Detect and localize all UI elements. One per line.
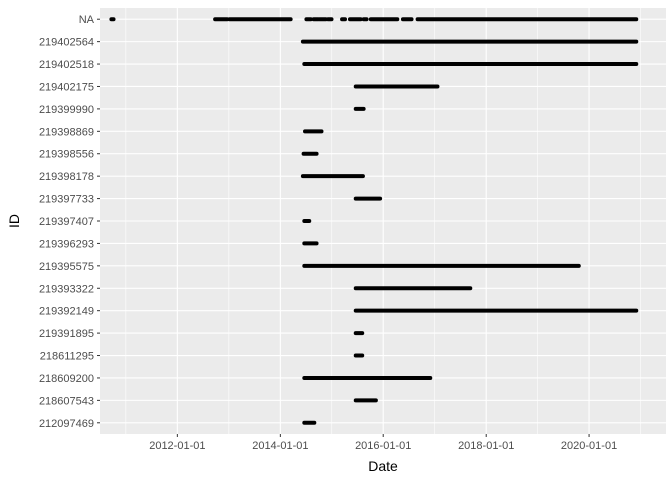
y-axis-ticks: 212097469 218607543 218609200 218611295 2193… <box>39 14 100 430</box>
y-axis-title: ID <box>6 214 22 228</box>
x-axis-ticks: 2012-01-01 2014-01-01 2016-01-01 2018-01-01… <box>149 434 617 452</box>
x-tick-label: 2014-01-01 <box>252 440 308 452</box>
x-tick-label: 2020-01-01 <box>561 440 617 452</box>
y-tick-label: 219397733 <box>39 194 94 206</box>
x-tick-label: 2012-01-01 <box>149 440 205 452</box>
y-tick-label: 219393322 <box>39 283 94 295</box>
x-axis-title: Date <box>368 458 398 474</box>
y-tick-label: 219392149 <box>39 306 94 318</box>
y-tick-label: 219398556 <box>39 149 94 161</box>
y-tick-label: 219395575 <box>39 261 94 273</box>
y-tick-label: 219398178 <box>39 171 94 183</box>
y-tick-label: 219402518 <box>39 59 94 71</box>
y-tick-label: 218611295 <box>40 351 94 363</box>
y-tick-label: 218609200 <box>39 373 94 385</box>
y-tick-label: 219399990 <box>39 104 94 116</box>
data-marks <box>109 17 639 425</box>
y-tick-label: 219398869 <box>39 126 94 138</box>
y-tick-label: 219396293 <box>39 238 94 250</box>
y-tick-label: 219391895 <box>39 328 94 340</box>
y-tick-label: 219402564 <box>39 37 94 49</box>
y-tick-label: 218607543 <box>39 395 94 407</box>
y-tick-label: 219397407 <box>39 216 94 228</box>
x-tick-label: 2018-01-01 <box>458 440 514 452</box>
y-tick-label: 212097469 <box>39 418 94 430</box>
y-tick-label: NA <box>79 14 95 26</box>
x-tick-label: 2016-01-01 <box>355 440 411 452</box>
y-tick-label: 219402175 <box>39 81 94 93</box>
